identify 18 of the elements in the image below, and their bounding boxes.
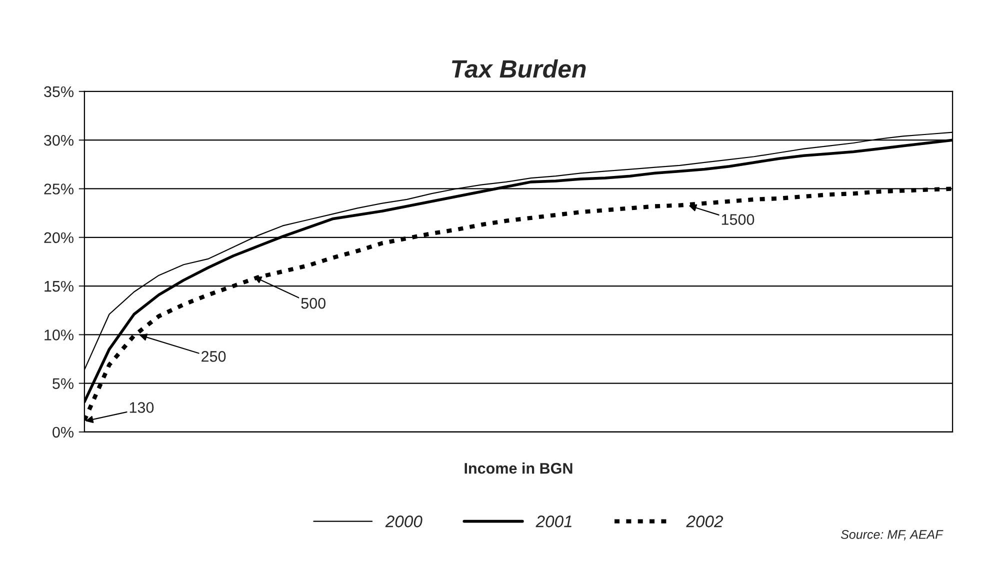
y-tick-label: 20% bbox=[44, 232, 74, 244]
y-tick-label: 0% bbox=[52, 426, 74, 438]
legend-label: 2002 bbox=[686, 516, 724, 528]
y-tick-label: 30% bbox=[44, 134, 74, 146]
y-tick-label: 10% bbox=[44, 330, 74, 340]
legend-label: 2000 bbox=[385, 516, 422, 528]
y-tick-label: 25% bbox=[44, 184, 74, 194]
annotation: 500 bbox=[301, 298, 326, 309]
legend-label: 2001 bbox=[536, 516, 572, 528]
y-tick-label: 15% bbox=[44, 280, 74, 292]
annotation: 130 bbox=[130, 402, 154, 413]
x-axis-title: Income in BGN bbox=[464, 462, 572, 474]
y-tick-label: 5% bbox=[52, 378, 74, 390]
annotation: 1500 bbox=[722, 214, 754, 225]
annotation: 250 bbox=[202, 351, 226, 362]
y-tick-label: 35% bbox=[44, 86, 74, 98]
chart-title: Tax Burden bbox=[452, 59, 586, 78]
source-note: Source: MF, AEAF bbox=[840, 530, 944, 540]
